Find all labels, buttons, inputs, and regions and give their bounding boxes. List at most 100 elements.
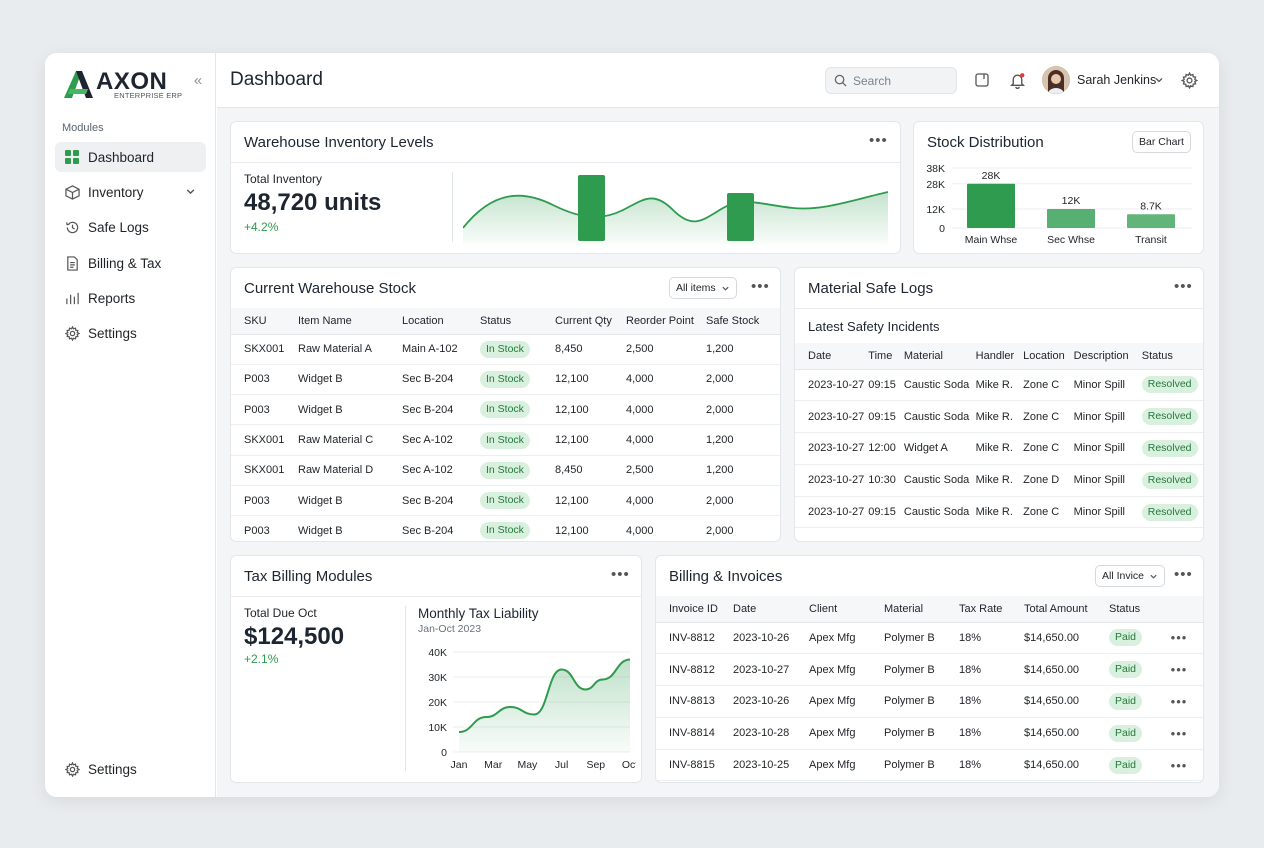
more-options-icon[interactable]: •••: [611, 566, 630, 583]
table-cell: Paid: [1103, 622, 1153, 655]
table-cell: 09:15: [864, 496, 900, 529]
column-header[interactable]: Status: [1137, 343, 1203, 370]
table-cell: 2023-10-26: [727, 622, 803, 655]
divider: [795, 308, 1203, 309]
table-row[interactable]: INV-8812 2023-10-27 Apex Mfg Polymer B 18% $1…: [656, 653, 1203, 687]
row-actions-icon[interactable]: •••: [1153, 653, 1203, 687]
status-badge: Paid: [1109, 756, 1143, 774]
column-header[interactable]: Current Qty: [549, 308, 620, 335]
safe-logs-card: Material Safe Logs ••• Latest Safety Inc…: [794, 267, 1204, 542]
column-header[interactable]: Location: [396, 308, 474, 335]
chevron-down-icon[interactable]: [1154, 75, 1164, 85]
table-row[interactable]: 2023-10-27 09:15 Caustic Soda Mike R. Zone C…: [795, 400, 1203, 434]
row-actions-icon[interactable]: •••: [1153, 749, 1203, 782]
column-header[interactable]: Date: [727, 596, 803, 623]
inventory-trend-chart: [463, 175, 888, 245]
bookmark-icon[interactable]: [972, 70, 992, 90]
table-cell: $14,650.00: [1018, 717, 1103, 750]
table-row[interactable]: P003 Widget B Sec B-204 In Stock 12,100 4,000…: [231, 394, 780, 426]
column-header[interactable]: Client: [803, 596, 878, 623]
table-row[interactable]: 2023-10-27 12:00 Widget A Mike R. Zone C Mino…: [795, 432, 1203, 465]
column-header[interactable]: Reorder Point: [620, 308, 700, 335]
sidebar-item-label: Billing & Tax: [88, 255, 162, 271]
column-header[interactable]: Invoice ID: [656, 596, 727, 623]
sidebar-footer-settings[interactable]: Settings: [55, 754, 206, 784]
table-row[interactable]: INV-8812 2023-10-26 Apex Mfg Polymer B 18% $1…: [656, 622, 1203, 655]
column-header[interactable]: Status: [1103, 596, 1153, 623]
table-row[interactable]: INV-8813 2023-10-26 Apex Mfg Polymer B 18% $1…: [656, 685, 1203, 718]
brand-logo[interactable]: AXON ENTERPRISE ERP: [62, 68, 182, 103]
document-icon: [64, 255, 80, 271]
table-row[interactable]: 2023-10-27 10:30 Caustic Soda Mike R. Zone D…: [795, 464, 1203, 497]
column-header: [1153, 596, 1203, 623]
table-cell: P003: [231, 364, 292, 396]
sidebar-item-reports[interactable]: Reports: [55, 283, 206, 313]
more-options-icon[interactable]: •••: [1174, 566, 1193, 583]
box-icon: [64, 184, 80, 200]
column-header[interactable]: Total Amount: [1018, 596, 1103, 623]
table-cell: 4,000: [620, 515, 700, 541]
table-cell: 18%: [953, 622, 1018, 655]
collapse-sidebar-icon[interactable]: «: [193, 72, 203, 89]
column-header[interactable]: Material: [878, 596, 953, 623]
column-header[interactable]: Status: [474, 308, 549, 335]
table-row[interactable]: P003 Widget B Sec B-204 In Stock 12,100 4,000…: [231, 515, 780, 541]
table-cell: Caustic Soda: [899, 400, 972, 434]
column-header[interactable]: Material: [899, 343, 972, 370]
sidebar-item-billing-tax[interactable]: Billing & Tax: [55, 248, 206, 278]
divider: [405, 606, 406, 771]
search-box[interactable]: [825, 67, 957, 94]
column-header[interactable]: SKU: [231, 308, 292, 335]
table-cell: 1,200: [700, 334, 780, 365]
table-row[interactable]: P003 Widget B Sec B-204 In Stock 12,100 4,000…: [231, 364, 780, 396]
column-header[interactable]: Date: [795, 343, 865, 370]
table-row[interactable]: 2023-10-27 09:15 Caustic Soda Mike R. Zone C…: [795, 496, 1203, 529]
table-row[interactable]: P003 Widget B Sec B-204 In Stock 12,100 4,000…: [231, 485, 780, 517]
row-actions-icon[interactable]: •••: [1153, 717, 1203, 750]
column-header[interactable]: Time: [864, 343, 900, 370]
column-header[interactable]: Item Name: [292, 308, 396, 335]
bar-main-whse[interactable]: [967, 183, 1015, 228]
table-cell: 18%: [953, 717, 1018, 750]
row-actions-icon[interactable]: •••: [1153, 685, 1203, 718]
invoice-filter-dropdown[interactable]: All Invice: [1095, 565, 1166, 587]
table-cell: Widget B: [292, 485, 396, 517]
bar-transit[interactable]: [1127, 214, 1175, 228]
bar-sec-whse[interactable]: [1047, 209, 1095, 228]
table-row[interactable]: SKX001 Raw Material A Main A-102 In Stock 8,…: [231, 334, 780, 365]
y-tick-label: 0: [441, 747, 447, 759]
axon-logo-icon: [64, 71, 93, 98]
column-header[interactable]: Handler: [971, 343, 1020, 370]
more-options-icon[interactable]: •••: [1174, 278, 1193, 295]
sidebar-item-dashboard[interactable]: Dashboard: [55, 142, 206, 172]
sidebar-item-settings[interactable]: Settings: [55, 318, 206, 348]
search-input[interactable]: [853, 73, 948, 88]
table-row[interactable]: SKX001 Raw Material D Sec A-102 In Stock 8,4…: [231, 455, 780, 486]
sidebar-item-safe-logs[interactable]: Safe Logs: [55, 212, 206, 242]
column-header[interactable]: Tax Rate: [953, 596, 1018, 623]
column-header[interactable]: Safe Stock: [700, 308, 780, 335]
more-options-icon[interactable]: •••: [751, 278, 770, 295]
table-cell: In Stock: [474, 364, 549, 396]
table-cell: Resolved: [1137, 464, 1203, 497]
gear-icon[interactable]: [1179, 70, 1199, 90]
items-filter-dropdown[interactable]: All items: [669, 277, 737, 299]
avatar[interactable]: [1042, 66, 1070, 94]
table-row[interactable]: SKX001 Raw Material C Sec A-102 In Stock 12,…: [231, 424, 780, 456]
chart-type-button[interactable]: Bar Chart: [1132, 131, 1191, 153]
table-row[interactable]: 2023-10-27 09:15 Caustic Soda Mike R. Zone C…: [795, 369, 1203, 402]
user-name[interactable]: Sarah Jenkins: [1077, 73, 1157, 87]
notification-bell-icon[interactable]: [1007, 70, 1027, 90]
table-cell: Widget B: [292, 394, 396, 426]
more-options-icon[interactable]: •••: [869, 132, 888, 149]
sidebar-item-inventory[interactable]: Inventory: [55, 177, 206, 207]
y-tick-label: 30K: [428, 672, 447, 684]
sidebar-item-label: Safe Logs: [88, 219, 149, 235]
table-row[interactable]: INV-8814 2023-10-28 Apex Mfg Polymer B 18% $1…: [656, 717, 1203, 750]
row-actions-icon[interactable]: •••: [1153, 622, 1203, 655]
column-header[interactable]: Description: [1069, 343, 1138, 370]
sidebar-item-label: Inventory: [88, 184, 144, 200]
table-cell: 4,000: [620, 424, 700, 456]
column-header[interactable]: Location: [1019, 343, 1070, 370]
table-row[interactable]: INV-8815 2023-10-25 Apex Mfg Polymer B 18% $1…: [656, 749, 1203, 782]
